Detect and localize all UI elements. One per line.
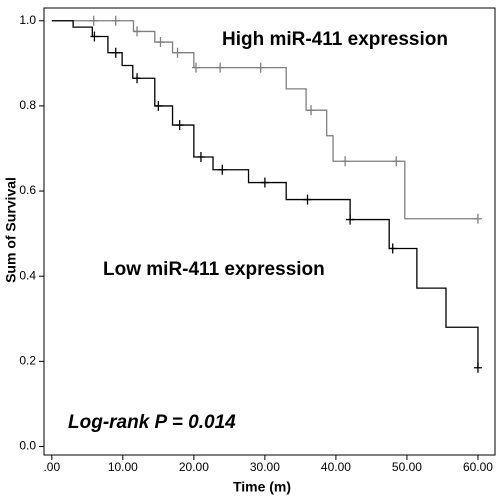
censor-mark xyxy=(307,105,316,116)
censor-mark xyxy=(473,362,482,373)
y-tick-label: 0.0 xyxy=(19,439,36,453)
x-tick-label: 30.00 xyxy=(250,460,280,474)
censor-mark xyxy=(156,37,165,48)
x-tick-label: 50.00 xyxy=(392,460,422,474)
censor-mark xyxy=(111,15,120,26)
censor-mark xyxy=(111,47,120,58)
annotation: Low miR-411 expression xyxy=(103,259,325,280)
survival-curve xyxy=(51,20,479,368)
x-tick-label: 40.00 xyxy=(321,460,351,474)
censor-mark xyxy=(392,156,401,167)
censor-mark xyxy=(473,213,482,224)
censor-mark xyxy=(173,47,182,58)
censor-mark xyxy=(154,100,163,111)
censor-mark xyxy=(260,177,269,188)
censor-mark xyxy=(133,26,142,37)
y-tick-label: 0.2 xyxy=(19,354,36,368)
censor-mark xyxy=(388,243,397,254)
survival-curve xyxy=(51,20,478,220)
censor-mark xyxy=(175,120,184,131)
censor-mark xyxy=(218,164,227,175)
censor-mark xyxy=(303,194,312,205)
censor-mark xyxy=(346,214,355,225)
annotation: Log-rank P = 0.014 xyxy=(68,412,236,433)
x-axis-label: Time (m) xyxy=(233,479,291,495)
plot-frame xyxy=(43,7,496,456)
y-tick-label: 0.4 xyxy=(19,268,36,282)
y-axis-label: Sum of Survival xyxy=(3,177,19,283)
censor-mark xyxy=(89,15,98,26)
y-tick-label: 0.8 xyxy=(19,98,36,112)
annotation: High miR-411 expression xyxy=(222,29,448,50)
censor-mark xyxy=(191,62,200,73)
censor-mark xyxy=(133,73,142,84)
censor-mark xyxy=(216,62,225,73)
x-tick-label: 60.00 xyxy=(463,460,493,474)
censor-mark xyxy=(256,62,265,73)
censor-mark xyxy=(341,156,350,167)
x-tick-label: .00 xyxy=(43,460,60,474)
y-tick-label: 1.0 xyxy=(19,13,36,27)
censor-mark xyxy=(90,31,99,42)
y-tick-label: 0.6 xyxy=(19,183,36,197)
censor-mark xyxy=(196,152,205,162)
x-tick-label: 10.00 xyxy=(108,460,138,474)
x-tick-label: 20.00 xyxy=(179,460,209,474)
